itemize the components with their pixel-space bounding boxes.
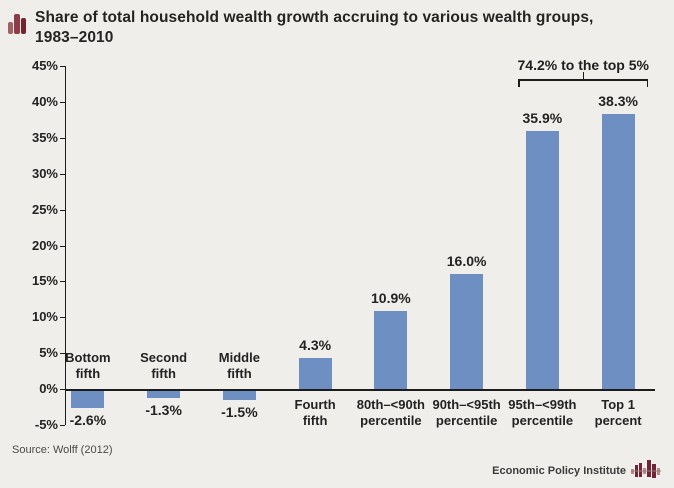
y-axis-tick <box>60 66 65 67</box>
bar-category-label: 80th–<90th percentile <box>356 397 426 428</box>
bar-value-label: -1.5% <box>221 403 258 420</box>
bar-category-label: 90th–<95th percentile <box>432 397 501 428</box>
annotation-text: 74.2% to the top 5% <box>517 57 649 73</box>
y-axis-tick-label: 0% <box>39 381 58 396</box>
brand-name: Economic Policy Institute <box>492 465 626 477</box>
y-axis-tick <box>60 246 65 247</box>
bar <box>601 114 635 389</box>
bar-value-label: 10.9% <box>371 289 411 306</box>
chart-title: Share of total household wealth growth a… <box>35 9 594 46</box>
bar <box>71 390 105 408</box>
annotation-bracket-end <box>518 79 520 87</box>
y-axis-tick-label: 30% <box>31 166 58 181</box>
annotation-bracket-center <box>582 72 584 79</box>
bar-value-label: -1.3% <box>145 402 182 419</box>
zero-baseline <box>65 389 655 391</box>
y-axis-line <box>65 66 66 425</box>
y-axis-tick <box>60 425 65 426</box>
y-axis-tick <box>60 281 65 282</box>
y-axis-tick <box>60 317 65 318</box>
y-axis-tick-label: 25% <box>31 202 58 217</box>
footer-brand: Economic Policy Institute <box>492 460 661 482</box>
bar <box>298 358 332 389</box>
y-axis-tick-label: -5% <box>34 417 58 432</box>
bar-value-label: -2.6% <box>69 411 107 428</box>
y-axis-tick-label: 20% <box>31 238 58 253</box>
bar-category-label: Middle fifth <box>218 350 260 381</box>
bar <box>147 390 181 399</box>
bar-category-label: Top 1 percent <box>594 397 642 428</box>
bar-value-label: 35.9% <box>522 110 563 127</box>
epi-bars-icon <box>631 460 661 478</box>
y-axis-tick <box>60 210 65 211</box>
source-note: Source: Wolff (2012) <box>12 444 113 456</box>
y-axis-tick-label: 40% <box>31 94 58 109</box>
bar-chart-icon <box>8 14 26 34</box>
y-axis-tick <box>60 174 65 175</box>
annotation-bracket <box>518 79 649 81</box>
bar-category-label: Bottom fifth <box>65 350 111 381</box>
chart-title-block: Share of total household wealth growth a… <box>8 8 658 48</box>
bar-value-label: 38.3% <box>598 93 638 110</box>
bar-value-label: 16.0% <box>446 253 487 270</box>
y-axis-tick-label: 35% <box>31 130 58 145</box>
y-axis-tick-label: 45% <box>31 58 58 73</box>
bar-category-label: 95th–<99th percentile <box>508 397 577 428</box>
y-axis-tick-label: 5% <box>39 345 58 360</box>
bar <box>450 274 484 389</box>
bar-category-label: Fourth fifth <box>294 397 336 428</box>
y-axis-tick-label: 15% <box>31 273 58 288</box>
bar-category-label: Second fifth <box>140 350 188 381</box>
bar <box>525 131 559 389</box>
bar <box>374 310 408 389</box>
annotation-bracket-end <box>646 79 649 87</box>
y-axis-tick <box>60 389 65 390</box>
y-axis-tick <box>60 138 65 139</box>
bar-value-label: 4.3% <box>299 337 332 354</box>
bar <box>222 390 256 400</box>
y-axis-tick <box>60 102 65 103</box>
y-axis-tick-label: 10% <box>31 309 58 324</box>
y-axis-tick <box>60 353 65 354</box>
